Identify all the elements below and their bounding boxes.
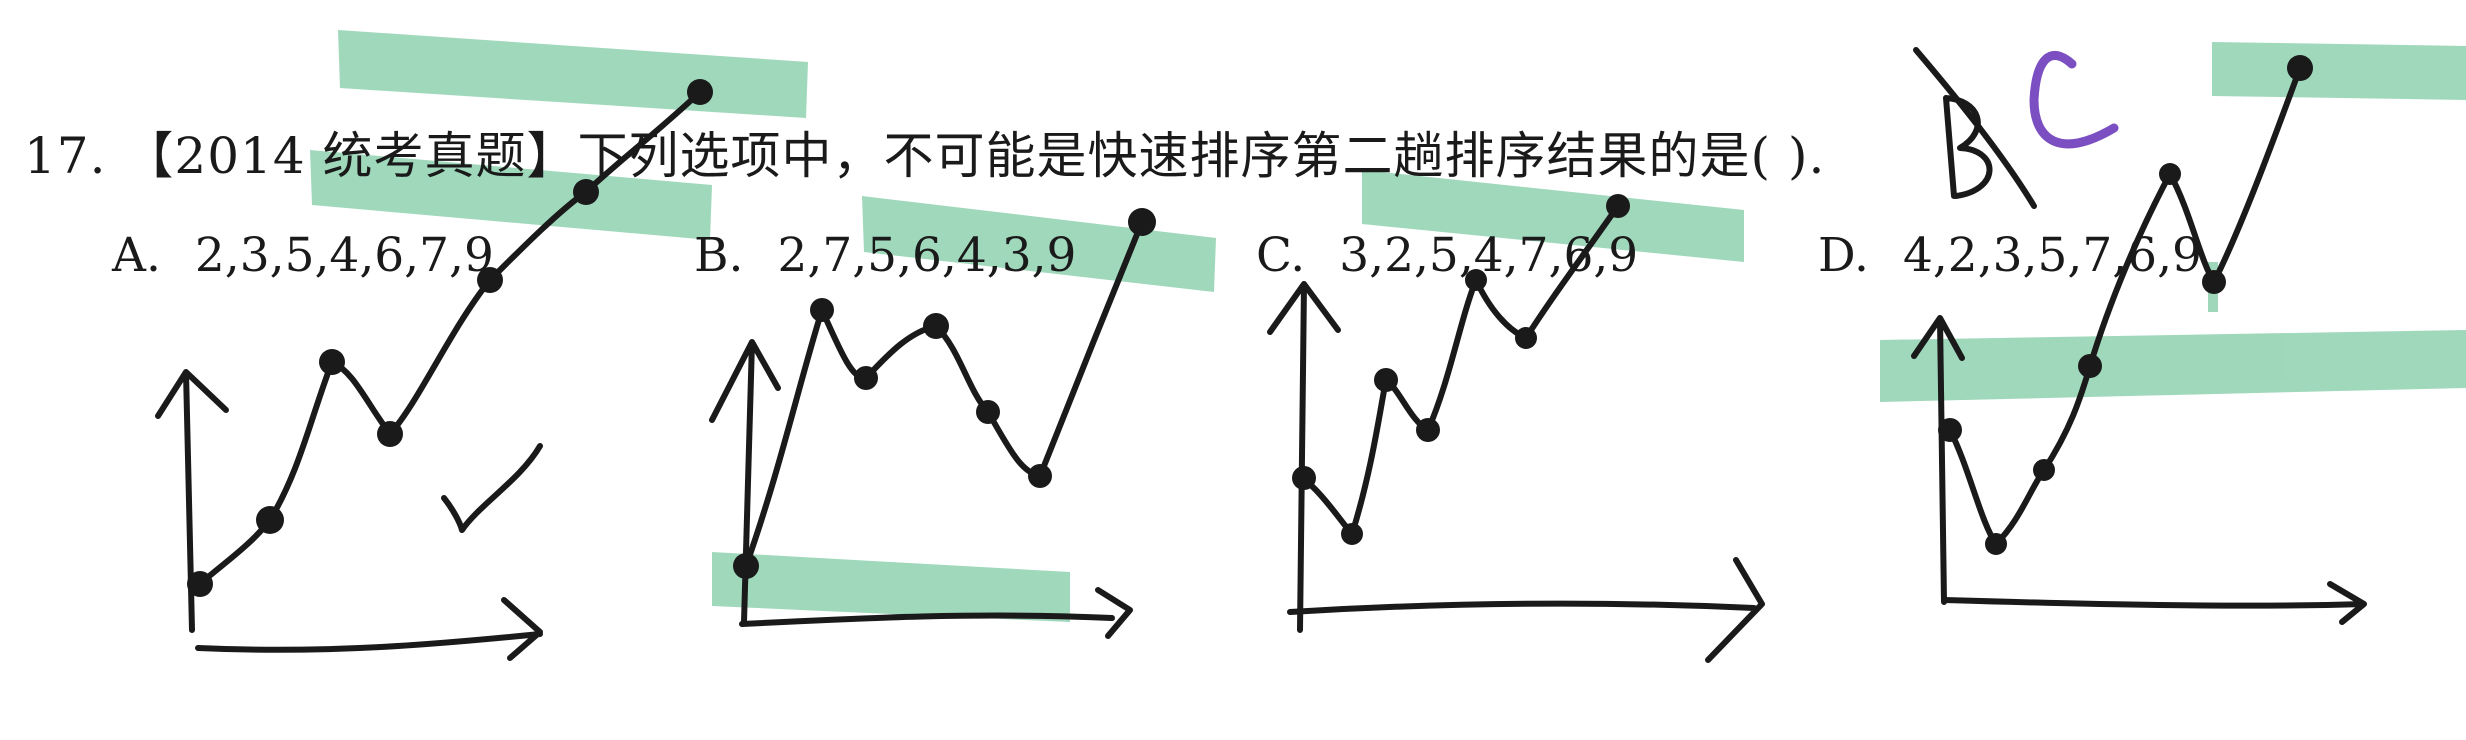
sketch-a-axis-x: [195, 597, 543, 661]
sketch-point: [573, 179, 599, 205]
sketch-d-axis-x: [1941, 581, 2367, 625]
sketch-point: [1341, 523, 1363, 545]
sketch-point: [733, 553, 759, 579]
sketch-strokes: [155, 47, 2367, 663]
option-c-label: C.: [1256, 228, 1306, 283]
highlight-stroke: [338, 30, 808, 118]
highlight-stroke: [1362, 170, 1744, 262]
sketch-point: [923, 313, 949, 339]
option-d-value: 4,2,3,5,7,6,9: [1902, 228, 2202, 283]
sketch-point: [1128, 208, 1156, 236]
highlight-stroke: [310, 150, 712, 240]
option-a: A. 2,3,5,4,6,7,9: [112, 228, 494, 283]
sketch-point: [810, 298, 834, 322]
sketch-point: [1985, 533, 2007, 555]
sketch-point: [1606, 194, 1630, 218]
cross-out-stroke: [1913, 47, 2037, 209]
sketch-points: [187, 55, 2313, 597]
option-a-label: A.: [112, 228, 161, 283]
option-b-label: B.: [694, 228, 744, 283]
sketch-point: [1416, 418, 1440, 442]
sketch-point: [1938, 418, 1962, 442]
crossed-out-letter-b: [1943, 95, 1993, 199]
sketch-c-axis-x: [1287, 557, 1765, 663]
sketch-point: [1028, 464, 1052, 488]
sketch-point: [1515, 327, 1537, 349]
sketch-point: [2159, 163, 2181, 185]
sketch-d-curve: [1947, 65, 2303, 547]
sketch-point: [377, 421, 403, 447]
sketch-point: [2287, 55, 2313, 81]
sketch-point: [687, 79, 713, 105]
sketch-c-axis-y: [1267, 281, 1341, 633]
question-text: 17. 【2014 统考真题】下列选项中，不可能是快速排序第二趟排序结果的是( …: [24, 127, 1826, 185]
sketch-point: [1374, 368, 1398, 392]
sketch-point: [2033, 459, 2055, 481]
sketch-b-axis-x: [739, 587, 1133, 639]
option-c-value: 3,2,5,4,7,6,9: [1339, 228, 1639, 283]
highlight-stroke: [712, 552, 1070, 622]
option-d-label: D.: [1818, 228, 1869, 283]
sketch-point: [2202, 270, 2226, 294]
option-b-value: 2,7,5,6,4,3,9: [777, 228, 1077, 283]
option-d: D. 4,2,3,5,7,6,9: [1818, 228, 2202, 283]
option-a-value: 2,3,5,4,6,7,9: [194, 228, 494, 283]
sketch-point: [187, 571, 213, 597]
sketch-point: [1465, 269, 1487, 291]
option-b: B. 2,7,5,6,4,3,9: [694, 228, 1076, 283]
sketch-point: [1292, 466, 1316, 490]
sketch-point: [319, 349, 345, 375]
option-c: C. 3,2,5,4,7,6,9: [1256, 228, 1638, 283]
sketch-point: [477, 267, 503, 293]
sketch-point: [256, 506, 284, 534]
highlight-stroke: [862, 196, 1216, 292]
sketch-point: [2078, 354, 2102, 378]
sketch-point: [854, 366, 878, 390]
highlight-stroke: [1880, 330, 2466, 402]
sketch-d-axis-y: [1911, 315, 1965, 605]
sketch-point: [976, 400, 1000, 424]
answer-letter-c: [2029, 50, 2119, 149]
check-mark-icon: [441, 443, 543, 533]
highlight-stroke: [2212, 42, 2466, 100]
